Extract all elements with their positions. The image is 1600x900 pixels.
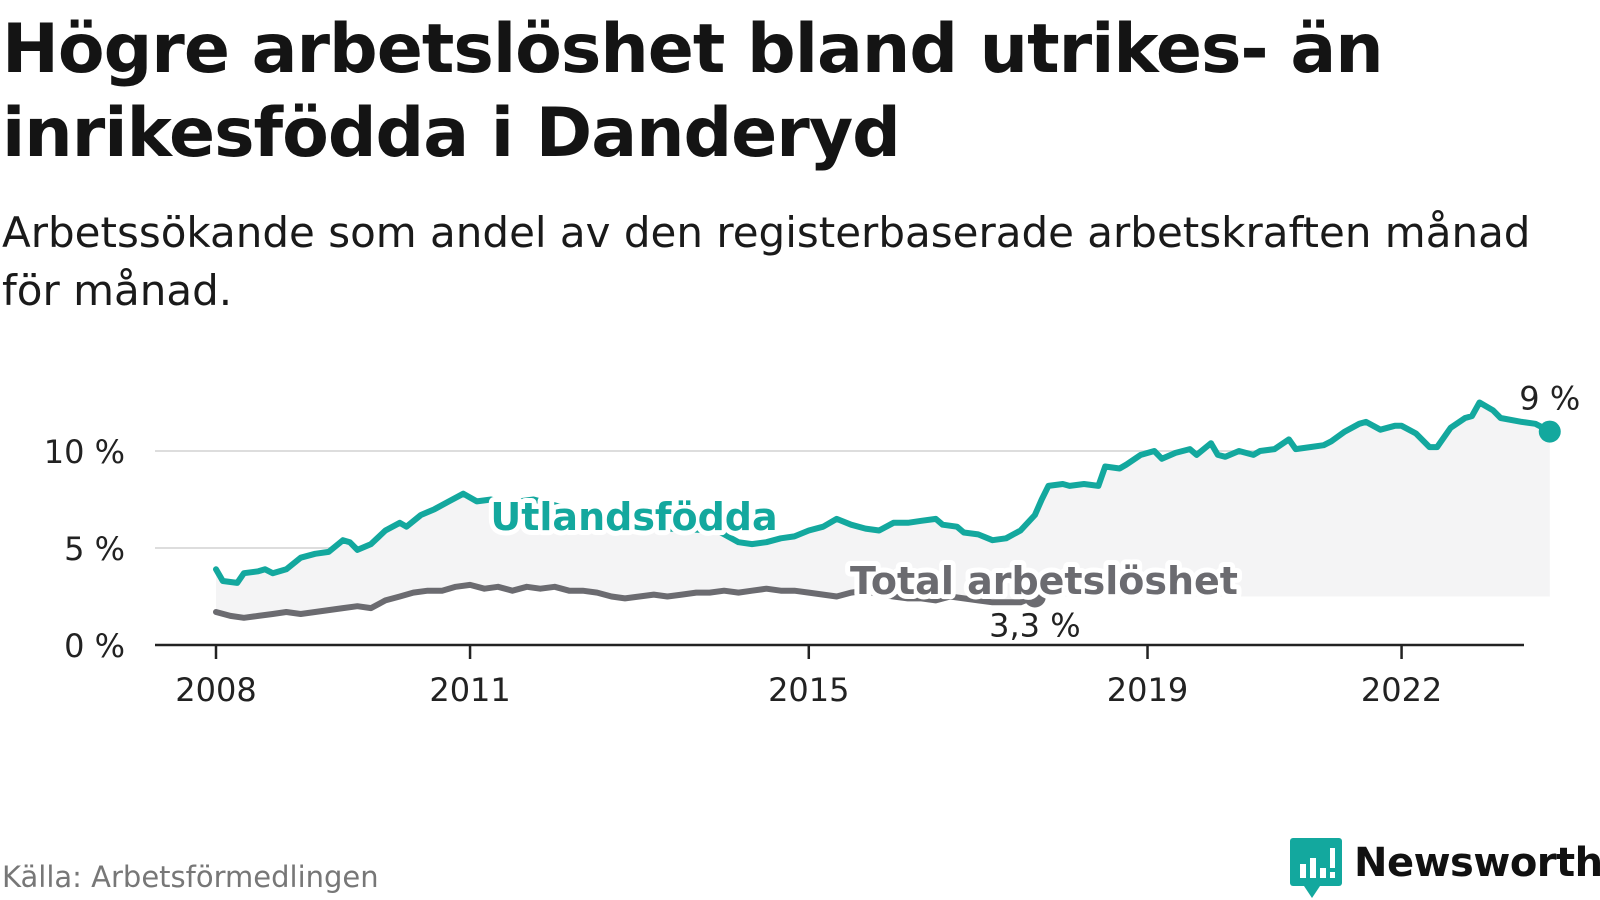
y-tick-label: 5 % [64,530,125,568]
x-tick-label: 2022 [1361,671,1442,709]
end-marker-utlandsfodda [1538,420,1561,443]
y-tick-label: 0 % [64,627,125,665]
end-label-total: 3,3 % [989,607,1080,645]
newsworthy-logo-icon [1290,838,1342,898]
chart-subtitle: Arbetssökande som andel av den registerb… [2,208,1531,315]
source-note: Källa: Arbetsförmedlingen [2,860,379,894]
y-tick-label: 10 % [44,433,125,471]
brand-logo-group[interactable]: Newsworthy [1290,838,1600,900]
series-line-utlandsfodda [213,399,1553,586]
x-tick-label: 2008 [175,671,256,709]
end-marker-total [1023,585,1046,608]
label-layer: 9 % 3,3 % Utlandsfödda Total arbetslöshet [485,380,1580,645]
x-tick-label: 2015 [768,671,849,709]
axis-layer: 0 % 5 % 10 % 2008 2011 2015 2019 2022 [44,433,1524,709]
series-label-total: Total arbetslöshet [850,559,1238,603]
line-chart: 0 % 5 % 10 % 2008 2011 2015 2019 2022 9 % 3,3 % U… [44,380,1581,709]
brand-name: Newsworthy [1354,840,1600,886]
series-line-total [213,581,1038,621]
line-layer [213,399,1561,621]
chart-title: Högre arbetslöshet bland utrikes- än inr… [2,10,1384,173]
end-label-utlandsfodda: 9 % [1519,380,1580,418]
x-tick-label: 2011 [429,671,510,709]
x-tick-label: 2019 [1107,671,1188,709]
series-label-utlandsfodda: Utlandsfödda [490,495,777,539]
